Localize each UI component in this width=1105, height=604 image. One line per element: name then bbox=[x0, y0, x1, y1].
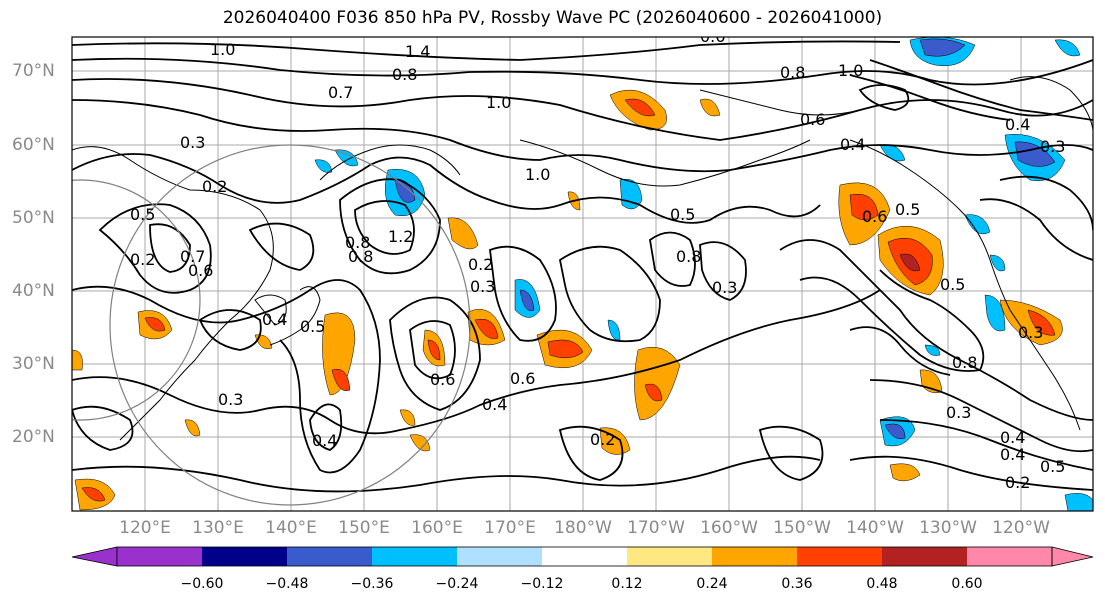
lon-label: 130°W bbox=[919, 518, 977, 538]
contour-label: 0.6 bbox=[862, 207, 887, 226]
colorbar-swatch bbox=[457, 547, 542, 566]
contour-label: 1.4 bbox=[405, 42, 430, 61]
contour-label: 0.3 bbox=[1018, 323, 1043, 342]
lon-label: 120°E bbox=[119, 518, 171, 538]
contour-label: 0.4 bbox=[312, 431, 337, 450]
lat-label-40n: 40°N bbox=[12, 281, 55, 301]
contour-label: 0.6 bbox=[800, 110, 825, 129]
contour-label: 0.6 bbox=[510, 369, 535, 388]
contour-label: 0.6 bbox=[188, 261, 213, 280]
lon-label: 120°W bbox=[992, 518, 1050, 538]
contour-label: 0.2 bbox=[130, 250, 155, 269]
lon-label: 180°W bbox=[554, 518, 612, 538]
lat-label-60n: 60°N bbox=[12, 135, 55, 155]
colorbar bbox=[71, 546, 1094, 567]
lon-label: 160°W bbox=[700, 518, 758, 538]
lon-label: 140°W bbox=[846, 518, 904, 538]
contour-label-group: 1.0 1.4 0.8 0.7 1.0 0.3 0.2 0.5 0.7 0.6 … bbox=[130, 27, 1065, 492]
contour-label: 0.8 bbox=[348, 247, 373, 266]
contour-label: 0.5 bbox=[130, 205, 155, 224]
colorbar-tick: 0.60 bbox=[951, 576, 983, 592]
colorbar-tick: 0.48 bbox=[866, 576, 898, 592]
contour-label: 0.4 bbox=[840, 135, 865, 154]
contour-label: 0.5 bbox=[1040, 457, 1065, 476]
colorbar-swatch bbox=[117, 547, 202, 566]
lat-label-20n: 20°N bbox=[12, 427, 55, 447]
colorbar-tick: −0.36 bbox=[350, 576, 394, 592]
contour-label: 0.6 bbox=[700, 27, 725, 46]
contour-label: 0.8 bbox=[345, 233, 370, 252]
contour-label: 0.3 bbox=[180, 133, 205, 152]
contour-label: 0.5 bbox=[940, 275, 965, 294]
pv-anomaly-shading bbox=[72, 37, 1093, 511]
contour-label: 0.4 bbox=[482, 395, 507, 414]
lon-label: 170°W bbox=[627, 518, 685, 538]
lon-label: 150°E bbox=[338, 518, 390, 538]
contour-label: 1.0 bbox=[525, 165, 550, 184]
lon-label: 130°E bbox=[192, 518, 244, 538]
contour-label: 0.5 bbox=[670, 205, 695, 224]
contour-label: 1.0 bbox=[210, 40, 235, 59]
contour-label: 0.3 bbox=[218, 390, 243, 409]
contour-label: 0.5 bbox=[300, 317, 325, 336]
colorbar-swatch bbox=[202, 547, 287, 566]
contour-label: 0.7 bbox=[328, 83, 353, 102]
graticule bbox=[72, 37, 1093, 511]
contour-label: 0.6 bbox=[430, 370, 455, 389]
colorbar-tick: 0.36 bbox=[781, 576, 813, 592]
colorbar-min-arrow bbox=[71, 546, 118, 567]
contour-label: 0.3 bbox=[712, 278, 737, 297]
lon-label: 170°E bbox=[484, 518, 536, 538]
colorbar-tick: −0.24 bbox=[435, 576, 479, 592]
contour-label: 0.7 bbox=[180, 247, 205, 266]
colorbar-tick: 0.24 bbox=[696, 576, 728, 592]
contour-label: 0.3 bbox=[470, 277, 495, 296]
contour-label: 0.3 bbox=[946, 403, 971, 422]
contour-label: 0.2 bbox=[468, 255, 493, 274]
colorbar-tick: 0.12 bbox=[611, 576, 643, 592]
contour-label: 0.8 bbox=[676, 247, 701, 266]
reference-circles bbox=[72, 144, 471, 506]
contour-label: 0.8 bbox=[392, 65, 417, 84]
colorbar-tick: −0.48 bbox=[265, 576, 309, 592]
contour-label: 1.0 bbox=[838, 61, 863, 80]
contour-label: 0.8 bbox=[780, 63, 805, 82]
contour-label: 0.2 bbox=[590, 430, 615, 449]
contour-label: 0.8 bbox=[952, 353, 977, 372]
pv-contours bbox=[72, 40, 1093, 493]
coastlines bbox=[72, 76, 1093, 441]
colorbar-max-arrow bbox=[1051, 546, 1094, 567]
contour-label: 0.2 bbox=[1005, 473, 1030, 492]
colorbar-swatch bbox=[542, 547, 627, 566]
contour-label: 1.0 bbox=[486, 93, 511, 112]
lon-label: 140°E bbox=[265, 518, 317, 538]
colorbar-tick: −0.60 bbox=[180, 576, 224, 592]
colorbar-tick: −0.12 bbox=[520, 576, 564, 592]
colorbar-swatch bbox=[797, 547, 882, 566]
colorbar-swatch bbox=[372, 547, 457, 566]
colorbar-swatch bbox=[287, 547, 372, 566]
map-frame bbox=[71, 36, 1094, 512]
contour-label: 0.2 bbox=[202, 177, 227, 196]
colorbar-swatch bbox=[712, 547, 797, 566]
lat-label-50n: 50°N bbox=[12, 208, 55, 228]
colorbar-swatch bbox=[627, 547, 712, 566]
lat-label-70n: 70°N bbox=[12, 61, 55, 81]
map-title: 2026040400 F036 850 hPa PV, Rossby Wave … bbox=[222, 8, 883, 28]
contour-label: 0.3 bbox=[1040, 137, 1065, 156]
lat-label-30n: 30°N bbox=[12, 354, 55, 374]
colorbar-swatch bbox=[882, 547, 967, 566]
lon-label: 160°E bbox=[411, 518, 463, 538]
contour-label: 0.4 bbox=[1000, 428, 1025, 447]
contour-label: 0.4 bbox=[1005, 115, 1030, 134]
contour-label: 0.5 bbox=[895, 200, 920, 219]
colorbar-swatch bbox=[967, 547, 1052, 566]
contour-label: 1.2 bbox=[388, 227, 413, 246]
contour-label: 0.4 bbox=[262, 310, 287, 329]
lon-label: 150°W bbox=[773, 518, 831, 538]
contour-label: 0.4 bbox=[1000, 445, 1025, 464]
